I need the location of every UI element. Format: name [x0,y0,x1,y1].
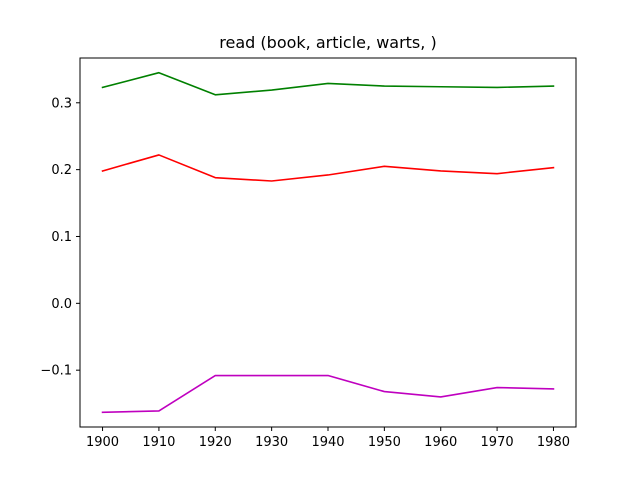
y-tick-label: −0.1 [40,364,72,379]
x-tick-label: 1970 [481,435,514,450]
x-tick-label: 1950 [368,435,401,450]
series-line-1 [101,71,555,96]
series-line-3 [101,374,555,414]
x-tick-label: 1960 [424,435,457,450]
x-tick-label: 1980 [537,435,570,450]
chart-title: read (book, article, warts, ) [219,33,436,52]
y-tick-label: 0.3 [51,96,72,111]
plot-area: 1900 1910 1920 1930 1940 1950 1960 1970 1980 −0.1… [40,57,577,450]
x-tick-label: 1930 [255,435,288,450]
y-tick-label: 0.2 [51,163,72,178]
axes-frame [79,57,577,428]
series-line-2 [101,154,555,182]
y-tick-label: 0.0 [51,297,72,312]
x-tick-label: 1900 [86,435,119,450]
x-tick-label: 1910 [142,435,175,450]
x-tick-label: 1940 [311,435,344,450]
x-tick-label: 1920 [199,435,232,450]
y-tick-label: 0.1 [51,230,72,245]
